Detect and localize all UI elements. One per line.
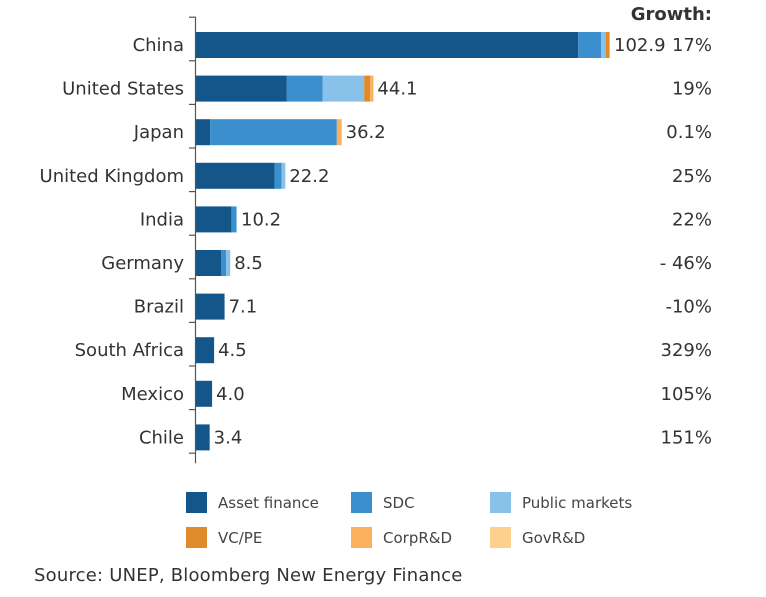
category-label-united-kingdom: United Kingdom xyxy=(40,166,184,187)
bar-china-vc-pe xyxy=(605,32,610,58)
total-label-south-africa: 4.5 xyxy=(218,340,247,361)
category-label-japan: Japan xyxy=(133,122,184,143)
legend-swatch-public-markets xyxy=(490,492,511,513)
bar-japan-corpr-d xyxy=(336,119,342,146)
legend-label-asset-finance: Asset finance xyxy=(218,494,319,512)
bar-united-kingdom-sdc xyxy=(274,162,282,189)
bar-germany-asset-finance xyxy=(196,250,222,276)
legend-swatch-asset-finance xyxy=(186,492,207,513)
legend-swatch-vc-pe xyxy=(186,527,207,548)
growth-label-japan: 0.1% xyxy=(666,122,712,143)
bar-brazil-asset-finance xyxy=(196,293,225,320)
growth-label-germany: - 46% xyxy=(660,253,712,274)
growth-label-china: 17% xyxy=(672,35,712,56)
bar-china-corpr-d xyxy=(609,32,610,58)
category-label-india: India xyxy=(140,209,184,230)
legend-label-sdc: SDC xyxy=(383,494,415,512)
legend-label-corpr-d: CorpR&D xyxy=(383,529,452,547)
total-label-brazil: 7.1 xyxy=(229,297,258,318)
labels-group: Growth: China 102.9 17% United States 44.1 19%… xyxy=(40,4,712,448)
bar-united-kingdom-asset-finance xyxy=(196,162,275,189)
category-label-chile: Chile xyxy=(139,427,184,448)
bar-china-asset-finance xyxy=(196,32,579,58)
growth-label-south-africa: 329% xyxy=(661,340,712,361)
growth-label-india: 22% xyxy=(672,209,712,230)
source-note: Source: UNEP, Bloomberg New Energy Finan… xyxy=(34,565,463,586)
category-label-south-africa: South Africa xyxy=(75,340,184,361)
legend-label-vc-pe: VC/PE xyxy=(218,529,262,547)
total-label-united-kingdom: 22.2 xyxy=(289,166,329,187)
category-label-brazil: Brazil xyxy=(134,297,184,318)
total-label-india: 10.2 xyxy=(241,209,281,230)
bar-united-states-corpr-d xyxy=(370,75,374,102)
legend-swatch-govr-d xyxy=(490,527,511,548)
legend-label-public-markets: Public markets xyxy=(522,494,632,512)
bar-chile-asset-finance xyxy=(196,424,210,451)
bar-india-sdc xyxy=(231,206,237,233)
growth-header: Growth: xyxy=(631,4,712,25)
category-label-united-states: United States xyxy=(62,79,184,100)
total-label-germany: 8.5 xyxy=(234,253,263,274)
bar-germany-sdc xyxy=(221,250,227,276)
bar-united-states-public-markets xyxy=(322,75,365,102)
bar-japan-asset-finance xyxy=(196,119,211,146)
category-label-mexico: Mexico xyxy=(121,384,184,405)
total-label-chile: 3.4 xyxy=(214,427,243,448)
bar-united-states-asset-finance xyxy=(196,75,287,102)
legend-swatch-corpr-d xyxy=(351,527,372,548)
bar-mexico-asset-finance xyxy=(196,380,213,407)
growth-label-united-states: 19% xyxy=(672,79,712,100)
bars-group xyxy=(196,32,610,451)
growth-label-united-kingdom: 25% xyxy=(672,166,712,187)
bar-japan-sdc xyxy=(210,119,337,146)
category-label-china: China xyxy=(133,35,184,56)
total-label-united-states: 44.1 xyxy=(377,79,417,100)
growth-label-brazil: -10% xyxy=(665,297,712,318)
bar-china-sdc xyxy=(578,32,602,58)
total-label-japan: 36.2 xyxy=(346,122,386,143)
legend-label-govr-d: GovR&D xyxy=(522,529,585,547)
growth-label-chile: 151% xyxy=(661,427,712,448)
total-label-china: 102.9 xyxy=(614,35,666,56)
bar-united-states-vc-pe xyxy=(364,75,371,102)
legend-swatch-sdc xyxy=(351,492,372,513)
bar-germany-public-markets xyxy=(226,250,231,276)
bar-south-africa-asset-finance xyxy=(196,337,215,364)
bar-china-public-markets xyxy=(601,32,606,58)
growth-label-mexico: 105% xyxy=(661,384,712,405)
total-label-mexico: 4.0 xyxy=(216,384,245,405)
bar-india-public-markets xyxy=(236,206,238,233)
bar-india-asset-finance xyxy=(196,206,232,233)
category-label-germany: Germany xyxy=(101,253,184,274)
y-axis-group xyxy=(189,16,197,464)
legend: Asset finance SDC Public markets VC/PE CorpR… xyxy=(186,492,632,548)
bar-united-kingdom-public-markets xyxy=(281,162,286,189)
bar-united-states-sdc xyxy=(286,75,323,102)
